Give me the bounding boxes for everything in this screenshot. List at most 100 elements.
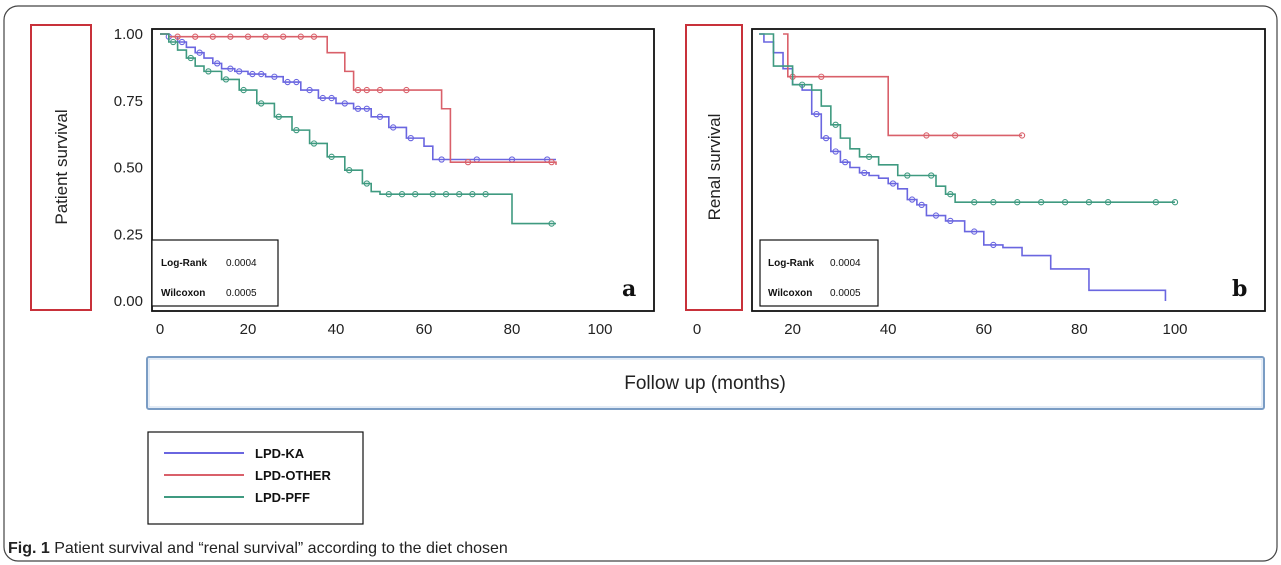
panel-a-censor-lpd-ka-7 bbox=[258, 70, 265, 78]
panel-a-x-ticks: 0 20 40 60 80 100 bbox=[156, 321, 613, 338]
panel-a-censor-lpd-pff-17 bbox=[456, 191, 463, 198]
panel-a-censor-lpd-ka-6 bbox=[249, 70, 256, 78]
outer-frame bbox=[3, 5, 1278, 562]
panel-a-censor-lpd-pff-19 bbox=[482, 191, 489, 198]
panel-a-censor-lpd-ka-14 bbox=[341, 100, 348, 107]
panel-a-y-ticks: 0.00 0.25 0.50 0.75 1.00 bbox=[114, 26, 143, 310]
panel-b-ylabel: Renal survival bbox=[705, 114, 724, 221]
panel-b-censor-lpd-ka-8 bbox=[932, 212, 940, 219]
panel-a-stat-wilcoxon-value: 0.0005 bbox=[226, 288, 257, 299]
panel-a-censor-lpd-ka-4 bbox=[227, 65, 234, 72]
panel-b-censor-lpd-ka-5 bbox=[889, 180, 897, 187]
panel-a-censor-lpd-ka-18 bbox=[390, 124, 397, 131]
panel-b-censor-lpd-pff-2 bbox=[865, 153, 873, 160]
panel-a-x-tick-100: 100 bbox=[587, 321, 612, 338]
panel-b-censor-lpd-pff-12 bbox=[1104, 199, 1112, 206]
panel-a-censor-lpd-ka-13 bbox=[328, 94, 335, 102]
panel-a-censor-lpd-other-4 bbox=[244, 33, 252, 40]
panel-a-y-tick-0-75: 0.75 bbox=[114, 93, 143, 110]
panel-b-censor-lpd-pff-14 bbox=[1171, 199, 1179, 206]
panel-a-label: a bbox=[622, 276, 636, 302]
panel-b-series bbox=[759, 33, 1179, 301]
panel-a-censor-lpd-ka-3 bbox=[214, 60, 221, 67]
panel-a-x-tick-60: 60 bbox=[416, 321, 433, 338]
caption-text: Patient survival and “renal survival” ac… bbox=[54, 540, 508, 557]
panel-b-censor-lpd-ka-11 bbox=[990, 241, 997, 249]
panel-a-x-tick-20: 20 bbox=[240, 321, 257, 338]
figure-caption: Fig. 1 Patient survival and “renal survi… bbox=[8, 540, 508, 558]
panel-a-stats-box bbox=[151, 239, 279, 307]
panel-a-censor-lpd-other-2 bbox=[209, 33, 216, 40]
panel-a-ylabel-box bbox=[30, 24, 92, 311]
panel-b-censor-lpd-pff-13 bbox=[1152, 199, 1160, 206]
panel-b-censor-lpd-ka-1 bbox=[822, 134, 830, 142]
panel-a-censor-lpd-pff-20 bbox=[548, 220, 555, 227]
panel-b-stat-wilcoxon-label: Wilcoxon bbox=[768, 288, 812, 299]
panel-a-censor-lpd-pff-5 bbox=[258, 100, 265, 107]
panel-b-x-tick-20: 20 bbox=[784, 321, 801, 338]
panel-a-censor-lpd-pff-4 bbox=[240, 86, 247, 94]
panel-a-censor-lpd-ka-19 bbox=[407, 134, 414, 142]
panel-a-censor-lpd-pff-11 bbox=[363, 180, 370, 187]
panel-a-ylabel: Patient survival bbox=[52, 109, 71, 224]
panel-a-y-tick-0-00: 0.00 bbox=[114, 293, 143, 310]
panel-a-censor-lpd-pff-14 bbox=[412, 191, 419, 198]
panel-a-stat-logrank-label: Log-Rank bbox=[161, 258, 208, 269]
panel-b-series-lpd-other bbox=[783, 33, 1023, 137]
panel-a-censor-lpd-pff-2 bbox=[205, 68, 212, 75]
panel-a-censor-lpd-ka-15 bbox=[354, 105, 362, 112]
panel-a-censor-lpd-pff-9 bbox=[328, 153, 335, 160]
panel-a-censor-lpd-pff-7 bbox=[293, 126, 300, 134]
panel-a: Patient survival 0.00 0.25 0.50 0.75 1.00 0 2… bbox=[30, 24, 655, 338]
panel-b-censor-lpd-pff-9 bbox=[1038, 199, 1045, 206]
panel-b-ylabel-box bbox=[685, 24, 743, 311]
panel-b-censor-lpd-pff-3 bbox=[904, 172, 911, 179]
panel-b-x-tick-40: 40 bbox=[880, 321, 897, 338]
panel-b: Renal survival 0 20 40 60 80 100 Log-Rank 0.0… bbox=[685, 24, 1266, 338]
legend-box bbox=[147, 431, 364, 525]
panel-b-censor-lpd-ka-4 bbox=[861, 169, 868, 176]
legend-label-lpd-pff: LPD-PFF bbox=[255, 490, 310, 505]
caption-prefix: Fig. 1 bbox=[8, 540, 50, 557]
panel-a-censor-lpd-pff-15 bbox=[429, 191, 436, 198]
panel-b-censor-lpd-ka-0 bbox=[813, 110, 820, 118]
panel-b-censor-lpd-pff-7 bbox=[990, 199, 997, 206]
panel-a-censor-lpd-ka-16 bbox=[363, 105, 370, 112]
panel-b-censor-lpd-other-1 bbox=[818, 73, 825, 80]
panel-a-censor-lpd-ka-8 bbox=[271, 73, 278, 80]
panel-a-censor-lpd-other-7 bbox=[297, 33, 304, 40]
legend-label-lpd-ka: LPD-KA bbox=[255, 446, 305, 461]
panel-b-censor-lpd-ka-9 bbox=[947, 217, 954, 225]
panel-a-censor-lpd-ka-17 bbox=[376, 113, 384, 120]
panel-b-censor-lpd-pff-6 bbox=[971, 199, 978, 206]
panel-b-x-ticks: 0 20 40 60 80 100 bbox=[693, 321, 1188, 338]
panel-a-censor-lpd-pff-6 bbox=[275, 113, 282, 120]
legend-label-lpd-other: LPD-OTHER bbox=[255, 468, 331, 483]
panel-a-series-lpd-ka bbox=[160, 33, 556, 161]
panel-b-censor-lpd-pff-4 bbox=[928, 172, 935, 179]
panel-a-censor-lpd-pff-0 bbox=[170, 38, 177, 46]
panel-b-x-tick-100: 100 bbox=[1162, 321, 1187, 338]
x-axis-label: Follow up (months) bbox=[624, 373, 786, 394]
panel-b-censor-lpd-pff-11 bbox=[1085, 199, 1093, 206]
panel-a-censor-lpd-other-11 bbox=[376, 86, 384, 94]
panel-b-censor-lpd-pff-0 bbox=[799, 81, 806, 88]
panel-b-label: b bbox=[1232, 276, 1247, 302]
panel-a-censor-lpd-ka-10 bbox=[293, 78, 300, 86]
panel-a-censor-lpd-ka-1 bbox=[178, 38, 186, 46]
panel-b-censor-lpd-pff-8 bbox=[1014, 199, 1021, 206]
panel-b-censor-lpd-ka-7 bbox=[918, 201, 925, 209]
panel-b-stat-logrank-value: 0.0004 bbox=[830, 258, 861, 269]
panel-a-censor-lpd-other-9 bbox=[354, 86, 362, 94]
panel-b-stats-box bbox=[759, 239, 879, 307]
legend-items: LPD-KA LPD-OTHER LPD-PFF bbox=[164, 446, 331, 505]
panel-b-censor-lpd-ka-10 bbox=[971, 228, 978, 235]
panel-a-y-tick-1-00: 1.00 bbox=[114, 26, 143, 43]
panel-a-censor-lpd-ka-2 bbox=[196, 49, 203, 56]
panel-a-censor-lpd-pff-12 bbox=[385, 191, 392, 198]
panel-a-censor-lpd-other-5 bbox=[262, 33, 269, 40]
panel-a-censor-lpd-pff-16 bbox=[442, 191, 450, 198]
panel-b-x-tick-80: 80 bbox=[1071, 321, 1088, 338]
